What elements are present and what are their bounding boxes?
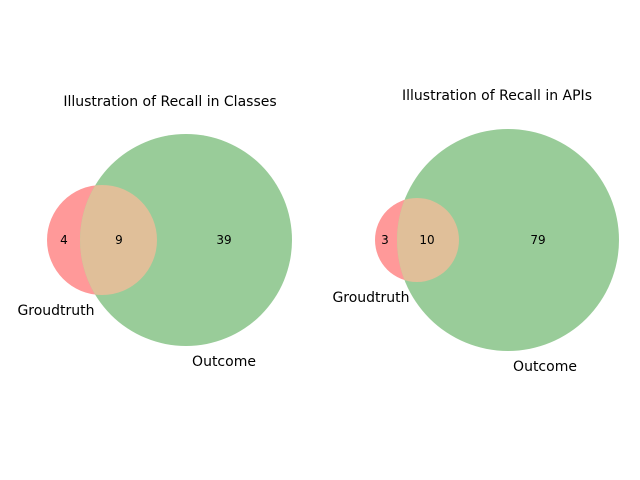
outcome-only-count: 39 bbox=[216, 233, 231, 247]
groundtruth-label: Groudtruth bbox=[332, 290, 409, 306]
groundtruth-label: Groudtruth bbox=[17, 303, 94, 319]
outcome-only-count: 79 bbox=[530, 233, 545, 247]
outcome-circle bbox=[80, 134, 292, 346]
outcome-label: Outcome bbox=[513, 359, 577, 375]
outcome-circle bbox=[397, 129, 619, 351]
groundtruth-only-count: 3 bbox=[381, 233, 389, 247]
overlap-count: 9 bbox=[115, 233, 123, 247]
outcome-label: Outcome bbox=[192, 354, 256, 370]
diagram-title: Illustration of Recall in Classes bbox=[63, 94, 276, 110]
venn-diagram-classes: Illustration of Recall in Classes 4 9 39… bbox=[17, 94, 292, 370]
venn-diagram-apis: Illustration of Recall in APIs 3 10 79 G… bbox=[332, 88, 619, 375]
groundtruth-only-count: 4 bbox=[60, 233, 68, 247]
overlap-count: 10 bbox=[419, 233, 434, 247]
diagram-title: Illustration of Recall in APIs bbox=[402, 88, 592, 104]
